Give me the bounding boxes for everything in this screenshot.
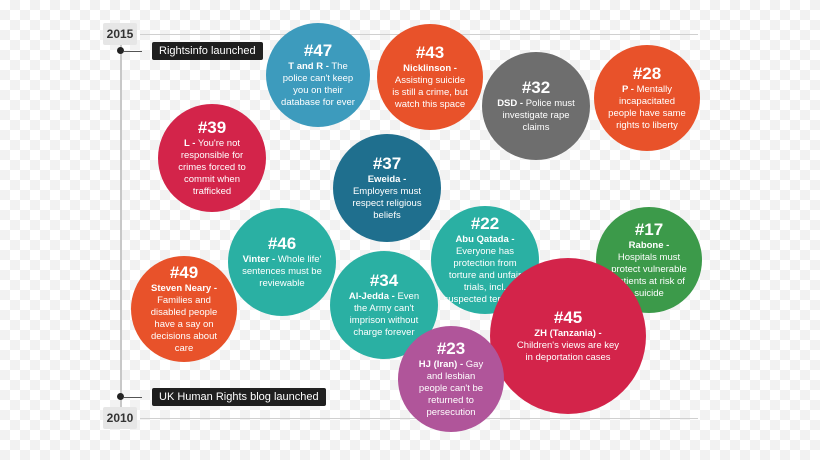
case-name: DSD - — [497, 98, 524, 109]
case-description: Assisting suicide is still a crime, but … — [392, 75, 468, 110]
blog-launched-label: UK Human Rights blog launched — [152, 388, 326, 406]
case-name: P - — [622, 84, 634, 95]
case-text: Abu Qatada - Everyone has protection fro… — [441, 234, 529, 306]
case-bubble[interactable]: #47 T and R - The police can't keep you … — [266, 23, 370, 127]
case-text: Rabone - Hospitals must protect vulnerab… — [610, 240, 688, 300]
case-description: You're not responsible for crimes forced… — [178, 138, 246, 197]
case-text: Eweida - Employers must respect religiou… — [347, 174, 427, 222]
case-bubble[interactable]: #23 HJ (Iran) - Gay and lesbian people c… — [398, 326, 504, 432]
case-number: #46 — [267, 234, 297, 253]
case-name: Al-Jedda - — [348, 291, 395, 302]
case-description: Children's views are key in deportation … — [516, 340, 620, 363]
case-description: Even the Army can't imprison without cha… — [349, 291, 420, 338]
case-bubble[interactable]: #32 DSD - Police must investigate rape c… — [482, 52, 590, 160]
year-2015-label: 2015 — [103, 23, 137, 45]
case-name: Vinter - — [242, 254, 276, 265]
case-text: Al-Jedda - Even the Army can't imprison … — [344, 291, 424, 339]
case-text: ZH (Tanzania) - Children's views are key… — [514, 328, 622, 364]
case-text: Nicklinson - Assisting suicide is still … — [391, 63, 469, 111]
case-number: #37 — [372, 154, 402, 173]
case-text: DSD - Police must investigate rape claim… — [496, 98, 576, 134]
rightsinfo-event-dot — [117, 47, 124, 54]
case-text: Vinter - Whole life' sentences must be r… — [242, 254, 322, 290]
case-bubble[interactable]: #28 P - Mentally incapacitated people ha… — [594, 45, 700, 151]
case-name: L - — [183, 138, 196, 149]
case-text: L - You're not responsible for crimes fo… — [172, 138, 252, 198]
case-description: Families and disabled people have a say … — [150, 295, 218, 354]
blog-event-dot — [117, 393, 124, 400]
case-number: #43 — [415, 43, 445, 62]
case-name: Steven Neary - — [150, 283, 217, 294]
case-description: Employers must respect religious beliefs — [352, 186, 422, 221]
rightsinfo-launched-label: Rightsinfo launched — [152, 42, 263, 60]
case-text: P - Mentally incapacitated people have s… — [608, 84, 686, 132]
case-number: #17 — [634, 220, 664, 239]
case-name: HJ (Iran) - — [418, 359, 464, 370]
timeline-axis — [120, 44, 122, 418]
case-text: T and R - The police can't keep you on t… — [280, 61, 356, 109]
case-name: ZH (Tanzania) - — [534, 328, 602, 339]
case-number: #28 — [632, 64, 662, 83]
case-number: #22 — [470, 214, 500, 233]
case-bubble[interactable]: #49 Steven Neary - Families and disabled… — [131, 256, 237, 362]
case-number: #23 — [436, 339, 466, 358]
case-number: #45 — [553, 308, 583, 327]
case-number: #39 — [197, 118, 227, 137]
case-bubble[interactable]: #45 ZH (Tanzania) - Children's views are… — [490, 258, 646, 414]
rightsinfo-event-tick — [124, 51, 142, 52]
case-description: Mentally incapacitated people have same … — [608, 84, 686, 131]
case-description: The police can't keep you on their datab… — [281, 61, 355, 108]
case-text: HJ (Iran) - Gay and lesbian people can't… — [412, 359, 490, 419]
case-bubble[interactable]: #37 Eweida - Employers must respect reli… — [333, 134, 441, 242]
case-description: Police must investigate rape claims — [502, 98, 575, 133]
case-description: Everyone has protection from torture and… — [443, 246, 527, 305]
case-name: Abu Qatada - — [455, 234, 515, 245]
case-number: #47 — [303, 41, 333, 60]
case-bubble[interactable]: #46 Vinter - Whole life' sentences must … — [228, 208, 336, 316]
year-2010-label: 2010 — [103, 407, 137, 429]
case-description: Whole life' sentences must be reviewable — [242, 254, 322, 289]
blog-event-tick — [124, 397, 142, 398]
case-description: Hospitals must protect vulnerable patien… — [611, 252, 687, 299]
case-description: Gay and lesbian people can't be returned… — [418, 359, 484, 418]
case-name: Nicklinson - — [403, 63, 457, 74]
case-bubble[interactable]: #43 Nicklinson - Assisting suicide is st… — [377, 24, 483, 130]
case-name: T and R - — [288, 61, 329, 72]
case-number: #49 — [169, 263, 199, 282]
case-name: Rabone - — [628, 240, 670, 251]
case-bubble[interactable]: #39 L - You're not responsible for crime… — [158, 104, 266, 212]
case-number: #32 — [521, 78, 551, 97]
case-text: Steven Neary - Families and disabled peo… — [145, 283, 223, 355]
case-name: Eweida - — [367, 174, 407, 185]
case-number: #34 — [369, 271, 399, 290]
